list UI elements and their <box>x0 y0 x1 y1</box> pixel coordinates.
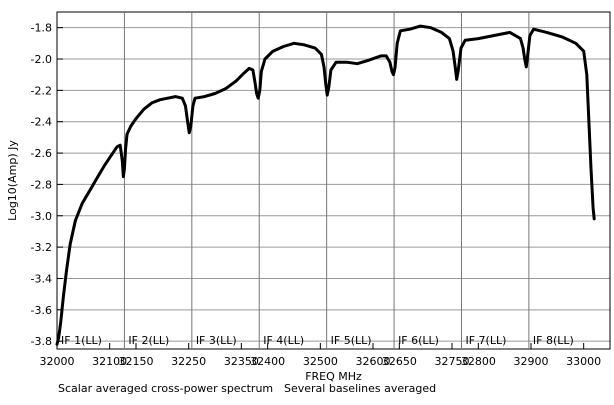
x-tick-label: 32500 <box>303 355 338 368</box>
axis-labels: -1.8 -2.0 -2.2 -2.4 -2.6 -2.8 -3.0 -3.2 -3.4 -3.6… <box>31 22 602 368</box>
y-tick-label: -2.8 <box>31 178 52 191</box>
y-axis-title: Log10(Amp) Jy <box>6 140 19 221</box>
axis-ticks <box>56 27 585 349</box>
y-tick-label: -3.2 <box>31 241 52 254</box>
footnote-scalar-averaged: Scalar averaged cross-power spectrum <box>58 382 273 395</box>
plot-frame <box>56 11 611 350</box>
x-tick-label: 32650 <box>382 355 417 368</box>
if-label: IF 2(LL) <box>128 334 169 347</box>
if-label: IF 6(LL) <box>398 334 439 347</box>
y-tick-label: -2.0 <box>31 53 52 66</box>
if-label: IF 4(LL) <box>263 334 304 347</box>
y-tick-label: -1.8 <box>31 22 52 35</box>
x-tick-label: 32100 <box>92 355 127 368</box>
if-label: IF 5(LL) <box>331 334 372 347</box>
footnote-baselines-averaged: Several baselines averaged <box>284 382 436 395</box>
x-tick-label: 32000 <box>40 355 75 368</box>
x-tick-label: 32400 <box>250 355 285 368</box>
x-tick-label: 32350 <box>224 355 259 368</box>
x-axis-title: FREQ MHz <box>305 370 362 383</box>
x-tick-label: 32800 <box>461 355 496 368</box>
y-tick-label: -3.6 <box>31 304 52 317</box>
series-line <box>55 24 596 346</box>
x-tick-label: 32600 <box>356 355 391 368</box>
x-tick-label: 32150 <box>119 355 154 368</box>
y-tick-label: -2.4 <box>31 116 52 129</box>
if-label: IF 3(LL) <box>196 334 237 347</box>
if-label: IF 7(LL) <box>465 334 506 347</box>
y-tick-label: -3.0 <box>31 210 52 223</box>
y-tick-label: -3.4 <box>31 272 52 285</box>
x-tick-label: 32900 <box>514 355 549 368</box>
plot-grid <box>57 27 610 342</box>
if-label: IF 8(LL) <box>533 334 574 347</box>
x-tick-label: 33000 <box>566 355 601 368</box>
if-label: IF 1(LL) <box>61 334 102 347</box>
y-tick-label: -3.8 <box>31 335 52 348</box>
if-dividers: IF 1(LL) IF 2(LL) IF 3(LL) IF 4(LL) IF 5(LL)… <box>61 12 574 349</box>
y-tick-label: -2.6 <box>31 147 52 160</box>
y-tick-label: -2.2 <box>31 84 52 97</box>
x-tick-label: 32250 <box>171 355 206 368</box>
x-tick-label: 32750 <box>435 355 470 368</box>
